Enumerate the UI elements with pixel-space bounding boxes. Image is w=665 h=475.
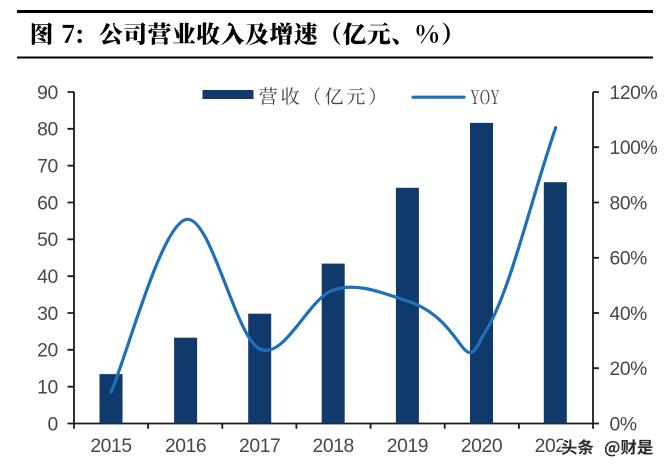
svg-text:2016: 2016 xyxy=(165,436,206,457)
svg-text:10: 10 xyxy=(37,378,58,399)
svg-text:2015: 2015 xyxy=(90,436,131,457)
svg-text:80%: 80% xyxy=(610,193,648,214)
svg-text:40: 40 xyxy=(37,267,58,288)
svg-text:80: 80 xyxy=(37,120,58,141)
svg-text:20%: 20% xyxy=(610,359,648,380)
svg-text:0: 0 xyxy=(47,414,57,435)
svg-text:2018: 2018 xyxy=(313,436,354,457)
svg-text:60%: 60% xyxy=(610,249,648,270)
svg-text:2020: 2020 xyxy=(461,436,502,457)
svg-text:2019: 2019 xyxy=(387,436,428,457)
svg-text:60: 60 xyxy=(37,193,58,214)
svg-text:2017: 2017 xyxy=(239,436,280,457)
svg-text:70: 70 xyxy=(37,157,58,178)
svg-text:40%: 40% xyxy=(610,304,648,325)
svg-text:90: 90 xyxy=(37,83,58,104)
svg-text:20: 20 xyxy=(37,341,58,362)
svg-text:120%: 120% xyxy=(610,83,658,104)
svg-text:50: 50 xyxy=(37,230,58,251)
svg-text:100%: 100% xyxy=(610,138,658,159)
svg-text:0%: 0% xyxy=(610,414,637,435)
svg-text:30: 30 xyxy=(37,304,58,325)
